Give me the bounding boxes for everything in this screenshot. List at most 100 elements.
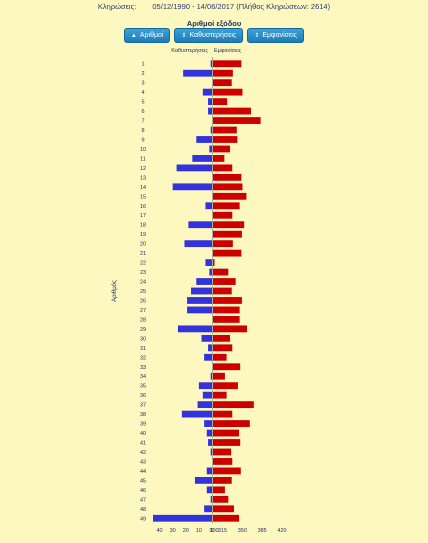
appearance-bar-11 <box>213 155 225 162</box>
appearance-bar-46 <box>213 486 225 494</box>
category-label-9: 9 <box>141 137 144 143</box>
appearance-bar-43 <box>213 458 233 465</box>
appearance-bar-12 <box>213 164 233 172</box>
appearance-bar-19 <box>213 230 242 238</box>
category-label-39: 39 <box>140 422 146 428</box>
category-label-27: 27 <box>140 308 146 314</box>
delay-bar-45 <box>194 476 212 484</box>
category-label-29: 29 <box>140 327 146 333</box>
delay-bar-49 <box>153 514 212 522</box>
delay-bar-29 <box>177 325 212 333</box>
appearance-bar-6 <box>213 107 251 115</box>
category-label-41: 41 <box>140 441 146 447</box>
category-label-32: 32 <box>140 355 146 361</box>
appearance-bar-35 <box>213 382 238 390</box>
category-label-13: 13 <box>140 175 146 181</box>
delay-tick-10: 10 <box>196 528 202 534</box>
appearance-bar-40 <box>213 429 240 437</box>
y-axis-label: Αριθμός <box>111 280 118 302</box>
delay-bar-4 <box>202 88 212 96</box>
delay-bar-2 <box>183 69 212 77</box>
appearance-bar-14 <box>213 183 243 191</box>
category-label-14: 14 <box>140 185 146 191</box>
appearance-bar-22 <box>213 259 215 267</box>
category-label-6: 6 <box>141 109 144 115</box>
appearance-bar-41 <box>213 439 241 446</box>
delay-bar-5 <box>208 98 212 106</box>
delay-bar-42 <box>210 448 212 456</box>
appearance-tick-315: 315 <box>218 528 227 534</box>
appearance-bar-45 <box>213 476 232 484</box>
category-label-24: 24 <box>140 280 146 286</box>
sort-icon: ⇕ <box>181 33 187 39</box>
appearance-bar-1 <box>213 60 242 68</box>
appearance-bar-20 <box>213 240 233 248</box>
appearance-bar-17 <box>213 211 233 219</box>
appearance-bar-2 <box>213 69 233 77</box>
delay-bar-1 <box>210 60 212 68</box>
category-label-18: 18 <box>140 223 146 229</box>
appearance-bar-5 <box>213 98 228 106</box>
delay-bar-9 <box>196 136 212 143</box>
delay-bar-31 <box>208 344 212 352</box>
delay-bar-11 <box>192 155 212 162</box>
category-label-25: 25 <box>140 289 146 295</box>
appearance-bar-10 <box>213 145 230 153</box>
appearance-bar-36 <box>213 391 227 399</box>
delay-bar-40 <box>206 429 212 437</box>
delay-series-header: Καθυστερήσεις <box>171 47 208 54</box>
sort-by-number-label: Αριθμοί <box>139 32 164 39</box>
category-label-4: 4 <box>141 90 144 96</box>
category-label-5: 5 <box>141 100 144 106</box>
category-label-2: 2 <box>141 71 144 77</box>
category-label-12: 12 <box>140 166 146 172</box>
category-label-44: 44 <box>140 469 146 475</box>
sort-by-appearances-button[interactable]: ⇕ Εμφανίσεις <box>247 28 305 43</box>
delay-bar-6 <box>208 107 212 115</box>
sort-icon: ⇕ <box>254 33 260 39</box>
sort-by-delay-label: Καθυστερήσεις <box>189 32 237 39</box>
chart-title: Αριθμοί εξόδου <box>186 19 242 28</box>
appearance-bar-4 <box>213 88 243 96</box>
appearance-tick-350: 350 <box>238 528 247 534</box>
category-label-3: 3 <box>141 81 144 87</box>
delay-bar-26 <box>187 297 212 304</box>
appearance-bar-28 <box>213 315 240 323</box>
delay-bar-46 <box>206 486 212 494</box>
category-label-26: 26 <box>140 298 146 304</box>
appearance-bar-42 <box>213 448 232 456</box>
category-label-17: 17 <box>140 213 146 219</box>
delay-bar-8 <box>210 126 212 134</box>
delay-tick-40: 40 <box>156 528 162 534</box>
sort-by-delay-button[interactable]: ⇕ Καθυστερήσεις <box>174 28 244 43</box>
appearance-bar-23 <box>213 268 229 276</box>
category-label-47: 47 <box>140 497 146 503</box>
draws-header: Κληρώσεις: 05/12/1990 - 14/06/2017 (Πλήθ… <box>0 2 428 11</box>
appearance-bar-8 <box>213 126 237 134</box>
appearance-bar-16 <box>213 202 240 210</box>
delay-bar-34 <box>210 372 212 380</box>
appearance-bar-38 <box>213 410 233 418</box>
delay-bar-25 <box>191 287 212 295</box>
category-label-7: 7 <box>141 119 144 125</box>
appearance-bar-31 <box>213 344 233 352</box>
delay-bar-16 <box>205 202 212 210</box>
category-label-33: 33 <box>140 365 146 371</box>
appearance-bar-21 <box>213 249 242 257</box>
sort-by-number-button[interactable]: ▲ Αριθμοί <box>123 28 171 43</box>
category-label-16: 16 <box>140 204 146 210</box>
delay-bar-12 <box>176 164 212 172</box>
category-label-35: 35 <box>140 384 146 390</box>
delay-bar-27 <box>187 306 212 314</box>
appearance-bar-49 <box>213 514 240 522</box>
appearance-bar-29 <box>213 325 247 333</box>
draws-date-range: 05/12/1990 - 14/06/2017 <box>152 2 235 11</box>
category-label-36: 36 <box>140 393 146 399</box>
delay-bar-10 <box>209 145 212 153</box>
category-label-15: 15 <box>140 194 146 200</box>
category-label-40: 40 <box>140 431 146 437</box>
appearance-bar-39 <box>213 420 250 427</box>
delay-bar-23 <box>209 268 212 276</box>
appearance-series-header: Εμφανίσεις <box>214 48 242 54</box>
delay-bar-24 <box>196 278 212 285</box>
